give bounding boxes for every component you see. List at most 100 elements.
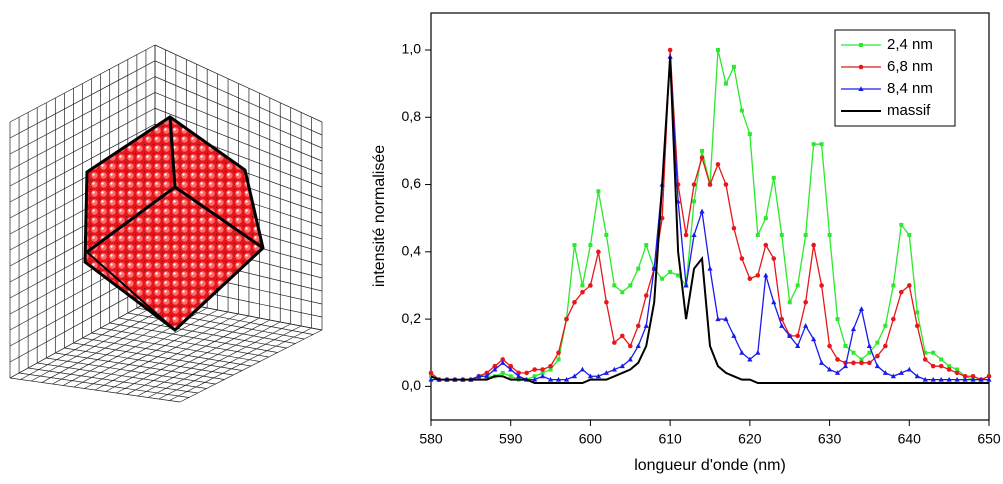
point	[938, 363, 944, 369]
point	[500, 360, 506, 365]
point	[771, 299, 777, 305]
point	[835, 357, 840, 362]
point	[882, 370, 888, 375]
point	[579, 366, 586, 372]
point	[492, 366, 498, 372]
point	[875, 353, 880, 359]
point	[779, 233, 784, 237]
legend-label: massif	[887, 102, 931, 119]
point	[930, 376, 936, 382]
point	[604, 299, 609, 305]
point	[827, 233, 832, 237]
particle	[83, 115, 265, 332]
point	[811, 242, 816, 248]
series-line	[430, 56, 989, 384]
legend-label: 6,8 nm	[887, 58, 933, 75]
point	[532, 367, 537, 372]
point	[858, 306, 865, 311]
point	[890, 373, 896, 379]
x-tick-label: 630	[818, 431, 842, 447]
x-tick-label: 650	[977, 431, 1001, 447]
point	[842, 363, 849, 369]
point	[923, 350, 928, 355]
grid-3d	[91, 332, 260, 362]
point	[835, 317, 840, 322]
point	[834, 370, 841, 375]
point	[986, 373, 992, 379]
grid-3d	[109, 322, 278, 353]
point	[484, 370, 490, 376]
point	[508, 374, 513, 379]
point	[627, 343, 633, 349]
point	[556, 357, 561, 362]
point	[547, 376, 554, 382]
grid-3d	[147, 323, 291, 398]
point	[643, 323, 649, 328]
point	[492, 363, 498, 369]
point	[755, 349, 761, 355]
point	[588, 283, 593, 288]
point	[723, 81, 728, 86]
point	[580, 283, 585, 288]
point	[723, 316, 729, 322]
point	[667, 53, 673, 59]
point	[819, 283, 824, 288]
point	[500, 357, 506, 362]
grid-3d	[94, 313, 239, 391]
point	[644, 243, 649, 248]
point	[500, 370, 505, 375]
point	[692, 199, 697, 204]
point	[563, 376, 570, 382]
y-tick-label: 0,6	[402, 175, 422, 191]
point	[603, 370, 609, 375]
point	[747, 132, 752, 137]
point	[779, 323, 785, 328]
point	[883, 343, 888, 349]
point	[587, 373, 594, 379]
point	[906, 283, 912, 288]
point	[739, 108, 744, 113]
point	[683, 282, 689, 288]
point	[914, 323, 920, 329]
point	[540, 367, 545, 372]
point	[803, 323, 809, 328]
point	[612, 340, 617, 345]
point	[668, 270, 673, 274]
point	[954, 376, 960, 382]
point	[532, 374, 537, 379]
point	[667, 47, 673, 53]
particle-edge	[86, 251, 176, 331]
point	[866, 343, 873, 348]
point	[787, 300, 792, 305]
point	[938, 376, 944, 382]
point	[795, 343, 801, 348]
point	[580, 289, 585, 295]
point	[931, 350, 936, 355]
point	[699, 208, 705, 214]
point	[970, 376, 976, 382]
point	[899, 289, 904, 295]
point	[747, 356, 753, 362]
point	[619, 363, 625, 369]
grid-3d	[137, 321, 281, 397]
point	[595, 373, 601, 379]
grid-3d	[169, 327, 312, 401]
nanoparticle-render	[9, 44, 323, 403]
x-tick-label: 640	[898, 431, 922, 447]
point	[779, 316, 785, 322]
point	[930, 363, 936, 369]
point	[635, 323, 641, 329]
point	[850, 326, 857, 332]
point	[683, 232, 689, 238]
point	[946, 376, 952, 382]
point	[843, 344, 848, 348]
point	[707, 182, 713, 187]
point	[572, 243, 577, 248]
point	[819, 360, 825, 365]
y-tick-label: 0,8	[402, 108, 422, 124]
point	[428, 376, 434, 382]
point	[715, 316, 721, 322]
point	[883, 323, 888, 328]
legend-label: 2,4 nm	[887, 36, 933, 53]
point	[715, 48, 720, 52]
